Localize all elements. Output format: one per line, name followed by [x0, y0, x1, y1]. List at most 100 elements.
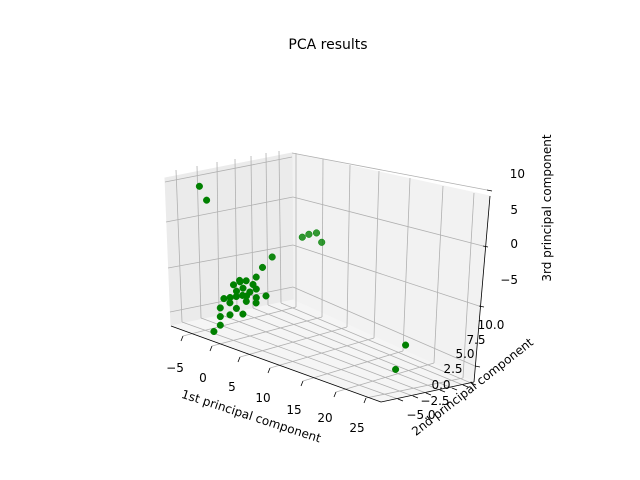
grid-floor-x-7: [365, 377, 464, 399]
scatter-point: [242, 277, 250, 285]
scatter-point: [305, 230, 313, 238]
grid-left-y-7: [278, 150, 282, 304]
scatter-point: [262, 292, 270, 300]
x-tick-label: 10: [255, 391, 270, 405]
grid-left-z-2: [167, 244, 294, 269]
scatter-point: [239, 310, 247, 318]
x-tick-mark-3: [237, 356, 241, 363]
y-tick-label: −5.0: [406, 408, 435, 422]
scatter-point: [318, 238, 326, 246]
grid-floor-y-3: [218, 313, 427, 394]
grid-back-x-3: [346, 164, 351, 328]
grid-floor-y-4: [236, 310, 441, 391]
y-tick-mark-6: [462, 384, 469, 388]
grid-floor-y-1: [181, 321, 399, 400]
scatter-point: [252, 273, 260, 281]
y-tick-mark-7: [470, 382, 477, 386]
scatter-point: [226, 299, 234, 307]
grid-floor-y-2: [200, 317, 414, 397]
x-tick-label: 5: [228, 380, 236, 394]
scatter-point: [242, 297, 250, 305]
x-tick-label: 20: [317, 411, 332, 425]
x-tick-mark-6: [333, 391, 337, 398]
scatter-point: [232, 304, 240, 312]
scatter-point: [229, 281, 238, 289]
scatter-point: [226, 311, 234, 319]
grid-back-z-3: [292, 196, 484, 247]
x-tick-label: 0: [199, 371, 207, 385]
grid-back-x-7: [462, 192, 475, 379]
scatter-point: [298, 233, 306, 241]
chart-title: PCA results: [288, 37, 367, 53]
z-tick-label: −5: [500, 273, 518, 287]
x-tick-mark-5: [300, 380, 304, 387]
z-tick-mark-2: [478, 305, 485, 308]
grid-left-y-2: [196, 165, 202, 319]
scatter-point: [216, 313, 224, 321]
z-tick-mark-3: [482, 245, 489, 248]
axes-panes: [164, 152, 491, 403]
y-tick-mark-4: [439, 389, 446, 393]
scatter-points: [195, 182, 410, 373]
scatter-point: [268, 253, 276, 261]
x-tick-mark-1: [180, 335, 184, 342]
y-tick-label: 5.0: [455, 347, 474, 361]
x-tick-mark-2: [209, 345, 213, 352]
scatter-point: [402, 341, 410, 349]
scatter-point: [203, 196, 211, 204]
grid-left-z-3: [165, 196, 294, 223]
z-tick-mark-4: [486, 189, 493, 192]
z-tick-mark-1: [474, 365, 481, 368]
z-axis-label: 3rd principal component: [540, 134, 554, 282]
y-tick-labels: −5.0 −2.5 0.0 2.5 5.0 7.5 10.0: [406, 318, 504, 422]
grid-floor-y-6: [267, 304, 464, 386]
x-axis-line: [170, 325, 382, 403]
grid-back-x-2: [321, 158, 324, 318]
scatter-point: [239, 284, 247, 292]
grid-back-z-1: [292, 286, 476, 367]
grid-back-z-4: [291, 152, 488, 191]
grid-floor-x-5: [302, 350, 404, 382]
scatter-point: [232, 292, 240, 301]
grid-lines: [164, 150, 488, 400]
grid-back-z-2: [292, 244, 480, 307]
grid-floor-x-2: [211, 316, 323, 347]
grid-floor-x-3: [239, 326, 348, 358]
z-tick-label: 5: [510, 203, 518, 217]
x-tick-mark-4: [267, 367, 271, 374]
z-axis-line: [473, 195, 491, 383]
y-tick-label: 7.5: [466, 333, 485, 347]
y-tick-mark-3: [425, 392, 432, 396]
y-tick-mark-5: [451, 387, 458, 391]
scatter-point: [210, 327, 218, 336]
grid-floor-y-5: [252, 307, 453, 389]
grid-left-y-1: [175, 169, 183, 323]
scatter-point: [216, 304, 224, 312]
z-tick-label: 0: [510, 237, 518, 251]
y-tick-label: −2.5: [420, 394, 449, 408]
scatter-point: [312, 229, 321, 237]
axis-lines: [170, 195, 491, 403]
grid-back-x-4: [373, 170, 380, 339]
y-tick-label: 0.0: [431, 378, 450, 392]
x-tick-mark-7: [363, 397, 367, 404]
x-tick-label: −5: [166, 361, 184, 375]
grid-left-y-3: [216, 161, 220, 315]
grid-back-x-6: [433, 185, 444, 364]
scatter-point: [236, 276, 244, 284]
grid-left-z-4: [164, 156, 293, 183]
scatter-point: [258, 263, 267, 271]
scatter-point: [216, 321, 224, 329]
x-tick-label: 15: [286, 403, 301, 417]
y-tick-mark-1: [397, 398, 404, 402]
grid-left-y-6: [265, 152, 269, 306]
y-axis-line: [380, 381, 475, 403]
x-tick-label: 25: [349, 421, 364, 435]
x-tick-labels: −5 0 5 10 15 20 25: [166, 361, 364, 435]
scatter-point: [392, 365, 400, 373]
scatter-point: [238, 291, 247, 299]
y-tick-label: 10.0: [478, 318, 505, 332]
grid-floor-y-7: [280, 302, 472, 384]
z-tick-label: 10: [510, 167, 525, 181]
